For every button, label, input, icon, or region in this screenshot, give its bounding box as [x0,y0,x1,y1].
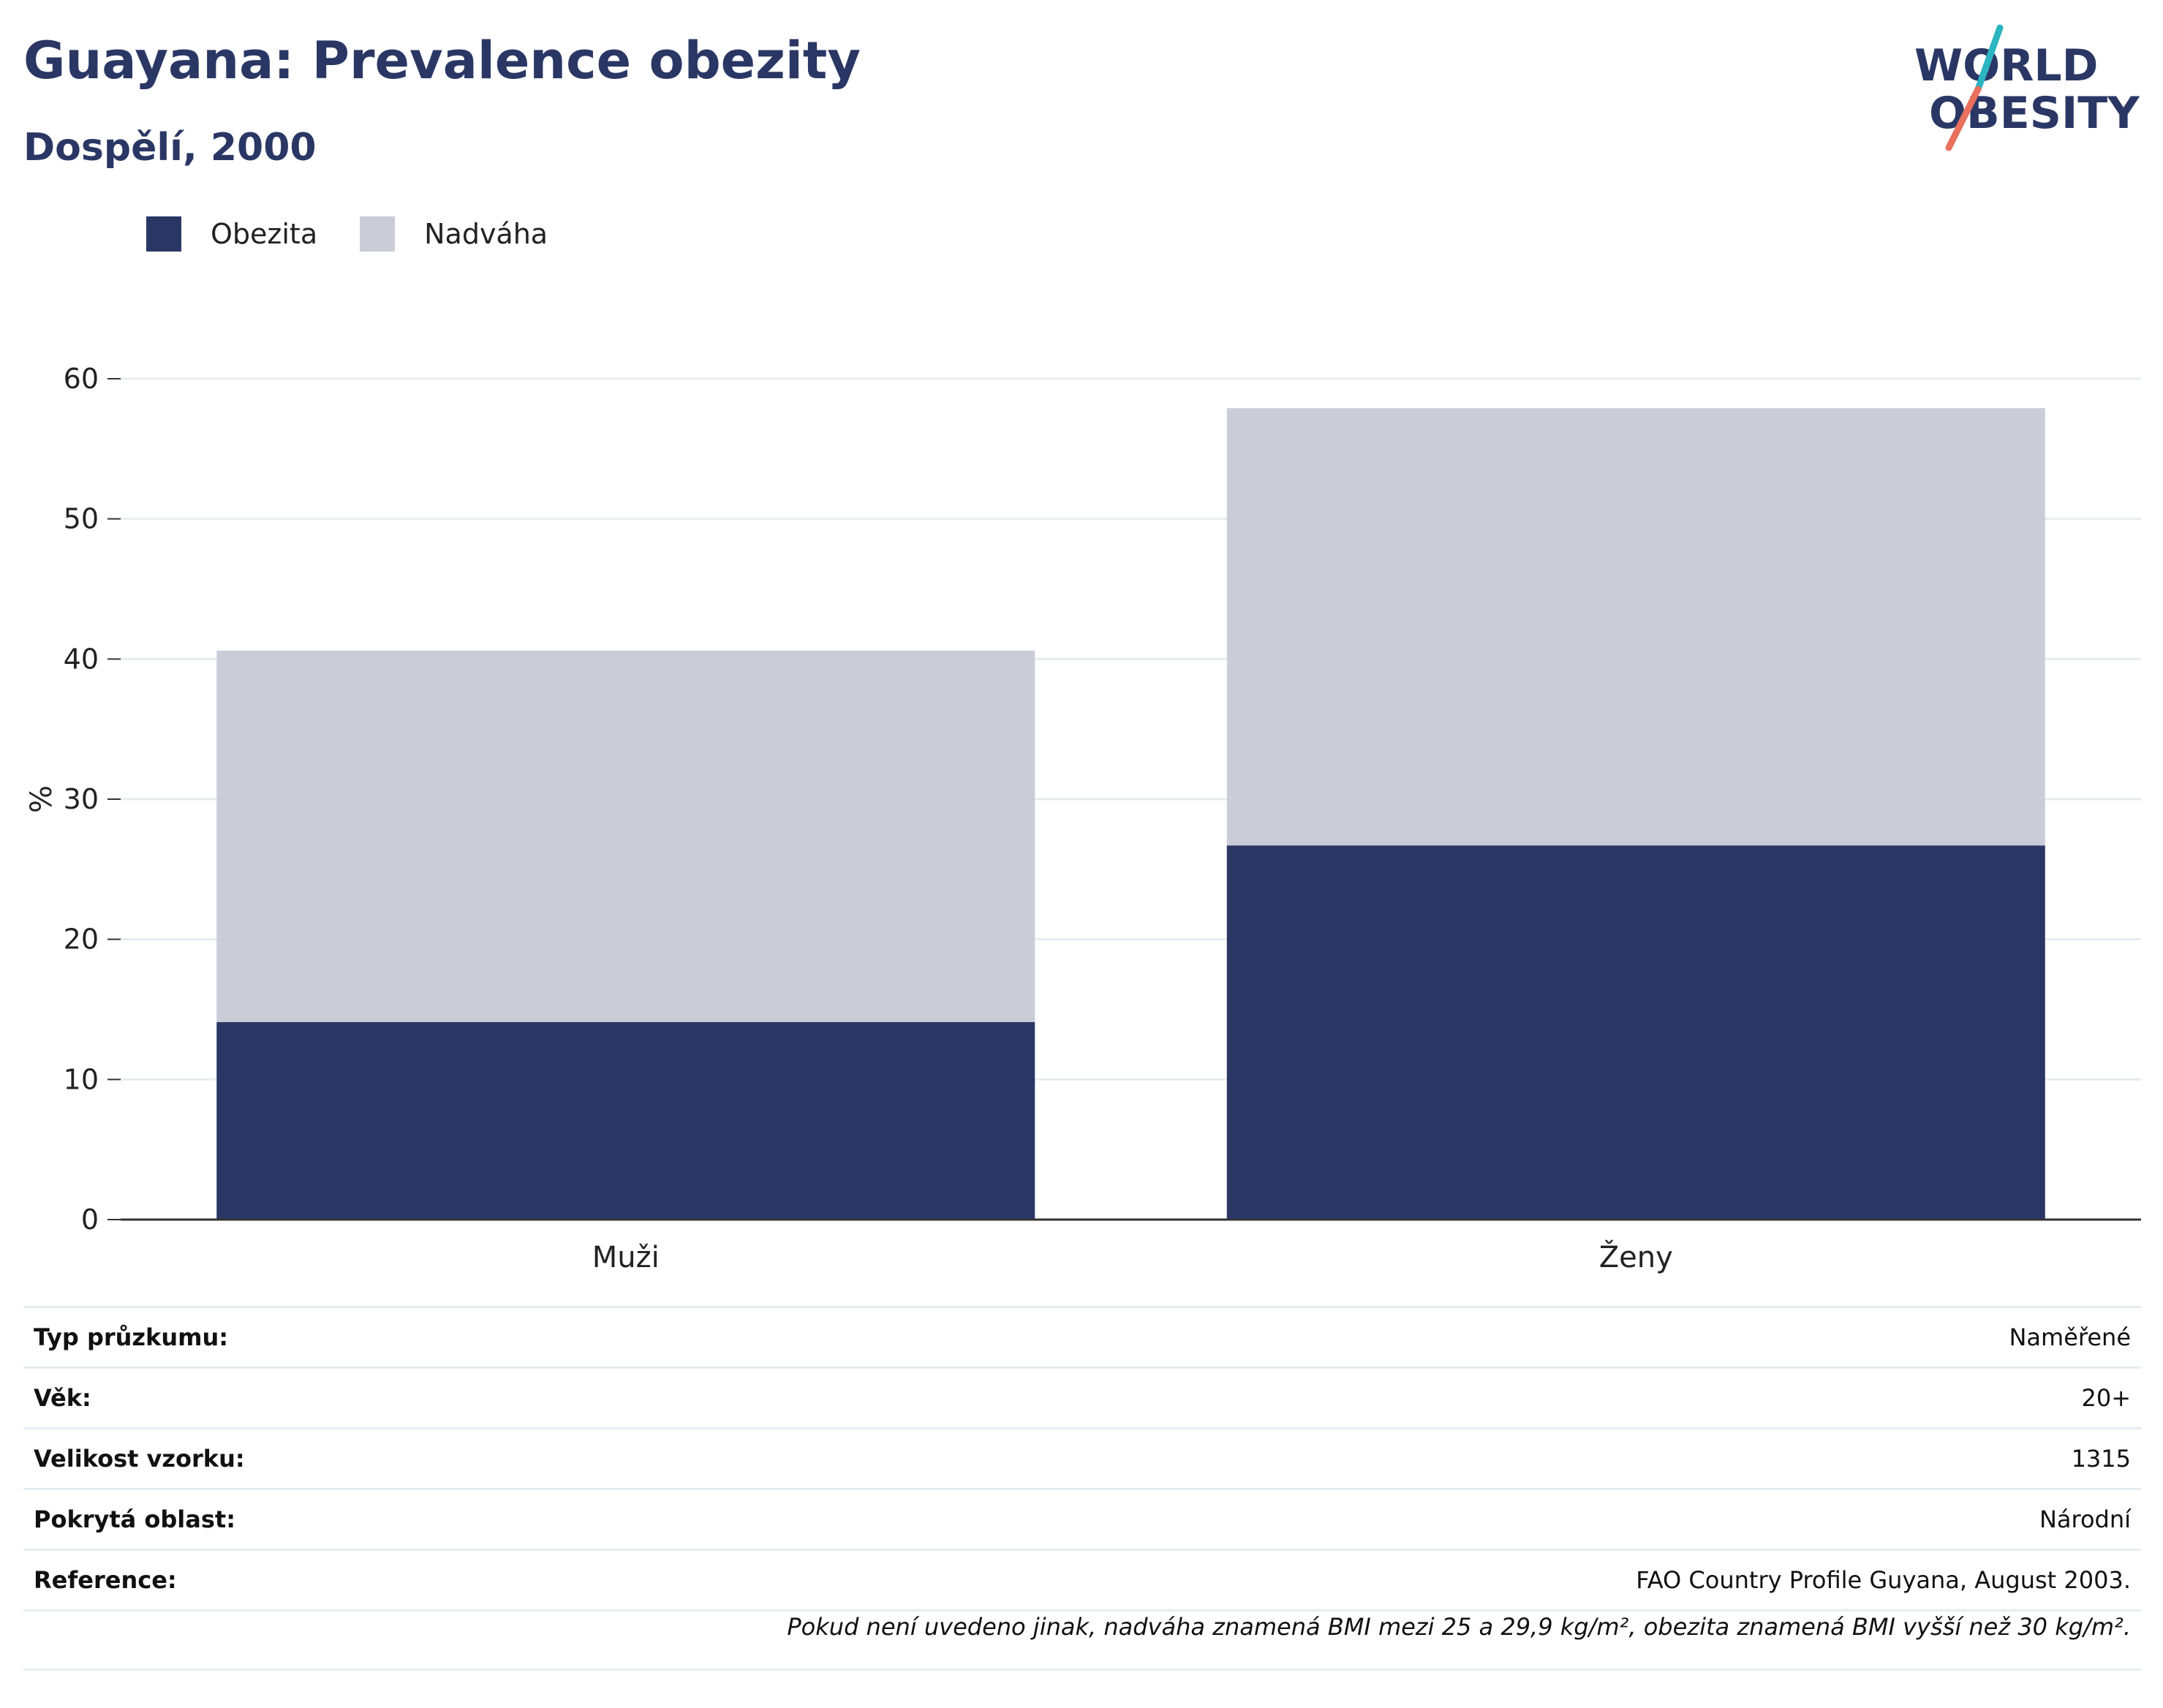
y-tick-label: 20 [64,923,99,956]
logo-line-2: OBESITY [1929,88,2140,139]
meta-row-reference: Reference: FAO Country Profile Guyana, A… [23,1551,2141,1611]
footnote: Pokud není uvedeno jinak, nadváha znamen… [787,1613,2131,1641]
meta-row-survey-type: Typ průzkumu: Naměřené [23,1308,2141,1369]
meta-row-area: Pokrytá oblast: Národní [23,1490,2141,1551]
logo-slash-coral [1945,86,1982,151]
legend-swatch-nadvaha [360,216,396,252]
meta-value: Národní [2039,1505,2131,1533]
legend-label-nadvaha: Nadváha [424,218,548,250]
meta-value: Naměřené [2009,1323,2131,1351]
legend-item-obezita: Obezita [146,216,317,252]
chart-title: Guayana: Prevalence obezity [23,31,861,91]
y-axis-label: % [25,785,58,813]
y-tick-label: 50 [64,503,99,535]
footnote-divider [23,1669,2141,1671]
bar-chart: 0 10 20 30 40 50 60% Muži Ženy [25,363,2141,1274]
meta-label: Velikost vzorku: [34,1445,245,1473]
chart-legend: Obezita Nadváha [146,216,590,252]
meta-value: FAO Country Profile Guyana, August 2003. [1636,1566,2131,1594]
bar-nadvaha-0 [216,650,1035,1022]
legend-label-obezita: Obezita [211,218,318,250]
meta-label: Reference: [34,1566,177,1594]
legend-item-nadvaha: Nadváha [360,216,548,252]
bar-nadvaha-1 [1226,408,2045,846]
y-tick-label: 0 [81,1203,99,1236]
y-tick-label: 30 [64,783,99,815]
meta-value: 20+ [2081,1384,2131,1412]
meta-label: Pokrytá oblast: [34,1505,235,1533]
meta-row-age: Věk: 20+ [23,1369,2141,1429]
logo-slash-teal [1974,24,2004,93]
y-tick-label: 60 [64,363,99,395]
meta-row-sample-size: Velikost vzorku: 1315 [23,1429,2141,1490]
bar-obezita-0 [216,1021,1035,1220]
x-tick-label: Muži [592,1241,660,1274]
bar-obezita-1 [1226,845,2045,1220]
y-tick-label: 40 [64,643,99,675]
world-obesity-logo: WORLD OBESITY [1914,24,2140,151]
y-tick-label: 10 [64,1063,99,1095]
meta-label: Typ průzkumu: [34,1323,229,1351]
survey-info-table: Typ průzkumu: Naměřené Věk: 20+ Velikost… [23,1306,2141,1611]
logo-line-1: WORLD [1914,40,2098,91]
legend-swatch-obezita [146,216,181,252]
chart-subtitle: Dospělí, 2000 [23,126,317,170]
meta-label: Věk: [34,1384,91,1412]
meta-value: 1315 [2071,1445,2131,1473]
x-tick-label: Ženy [1599,1239,1673,1274]
